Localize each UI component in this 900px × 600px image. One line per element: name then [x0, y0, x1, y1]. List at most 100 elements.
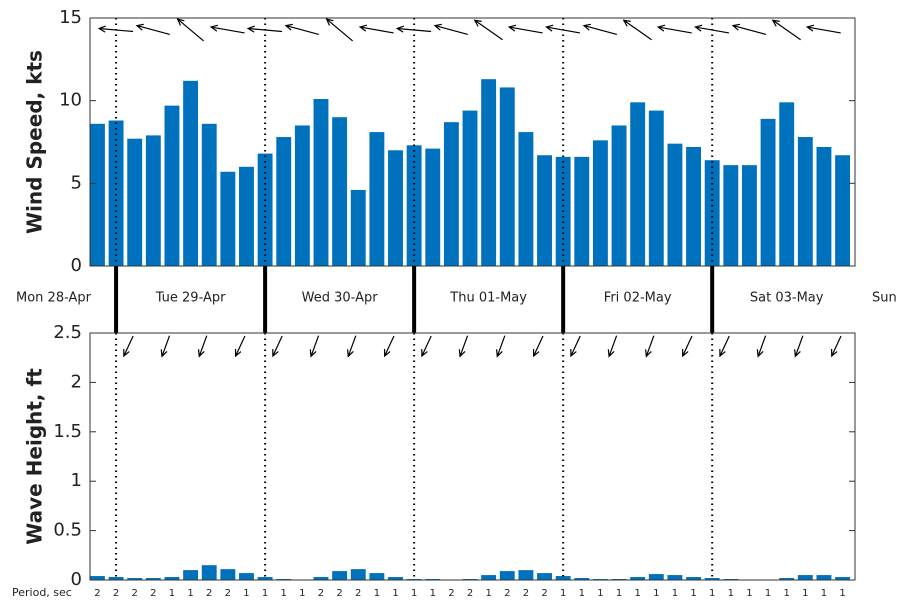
period-value: 1: [616, 588, 622, 599]
bar: [555, 576, 571, 580]
direction-arrow: [160, 335, 171, 358]
period-value: 1: [821, 588, 827, 599]
period-value: 2: [523, 588, 529, 599]
direction-arrow: [545, 24, 581, 34]
direction-arrow: [358, 24, 394, 34]
period-value: 2: [225, 588, 231, 599]
direction-arrow: [771, 19, 801, 41]
period-value: 1: [262, 588, 268, 599]
period-value: 1: [784, 588, 790, 599]
direction-arrow: [209, 24, 245, 34]
direction-arrow: [532, 335, 544, 358]
period-value: 2: [132, 588, 138, 599]
day-label: Mon 28-Apr: [16, 291, 92, 306]
bar: [667, 575, 683, 580]
direction-arrow: [197, 335, 208, 358]
period-value: 2: [355, 588, 361, 599]
bar: [90, 123, 105, 267]
bar: [276, 137, 292, 266]
bar: [481, 79, 497, 266]
period-value: 1: [430, 588, 436, 599]
bar: [313, 99, 329, 266]
y-axis-label: Wind Speed, kts: [23, 50, 47, 234]
bar: [145, 578, 161, 580]
direction-arrow: [346, 335, 357, 358]
period-value: 2: [318, 588, 324, 599]
period-value: 1: [690, 588, 696, 599]
period-value: 1: [187, 588, 193, 599]
bar: [518, 132, 534, 266]
bar: [332, 571, 348, 580]
direction-arrow: [97, 25, 134, 33]
direction-arrow: [656, 24, 692, 34]
bar: [797, 575, 813, 580]
direction-arrow: [831, 335, 842, 358]
bar: [350, 189, 366, 266]
direction-arrow: [622, 19, 652, 41]
period-value: 1: [597, 588, 603, 599]
bar: [350, 569, 366, 580]
day-label: Sun: [872, 291, 897, 306]
y-tick-label: 2: [71, 371, 82, 392]
bar: [443, 122, 459, 266]
bar: [704, 578, 720, 580]
bar: [518, 570, 534, 580]
period-label: Period, sec: [12, 586, 72, 599]
bar: [90, 576, 105, 580]
bar: [704, 160, 720, 266]
period-value: 2: [467, 588, 473, 599]
period-value: 1: [728, 588, 734, 599]
period-value: 1: [672, 588, 678, 599]
period-value: 1: [746, 588, 752, 599]
direction-arrow: [123, 335, 134, 358]
period-value: 2: [206, 588, 212, 599]
period-value: 1: [634, 588, 640, 599]
direction-arrow: [694, 24, 730, 34]
bar: [127, 138, 143, 266]
direction-arrow: [246, 25, 283, 33]
period-value: 1: [765, 588, 771, 599]
bar: [592, 140, 608, 266]
bar: [630, 102, 646, 266]
period-value: 2: [336, 588, 342, 599]
bar: [388, 577, 403, 580]
bar: [686, 146, 702, 266]
day-label: Wed 30-Apr: [302, 291, 379, 306]
period-value: 1: [392, 588, 398, 599]
direction-arrow: [682, 335, 693, 358]
bar: [108, 120, 124, 266]
bar: [499, 571, 515, 580]
direction-arrow: [284, 23, 319, 35]
bar: [388, 150, 403, 266]
bar: [648, 110, 664, 266]
bar: [257, 577, 273, 580]
direction-arrow: [731, 23, 767, 35]
direction-arrow: [645, 335, 655, 358]
direction-arrow: [794, 335, 804, 358]
bar: [611, 125, 627, 266]
bar: [201, 565, 217, 580]
direction-arrow: [421, 335, 432, 358]
direction-arrow: [719, 335, 730, 358]
day-label: Tue 29-Apr: [155, 291, 226, 306]
period-value: 1: [411, 588, 417, 599]
bar: [313, 577, 329, 580]
bar: [201, 123, 217, 267]
period-value: 2: [541, 588, 547, 599]
direction-arrow: [473, 19, 503, 41]
y-tick-label: 1: [71, 470, 82, 491]
y-tick-label: 1.5: [53, 421, 82, 442]
period-value: 1: [579, 588, 585, 599]
direction-arrow: [570, 335, 581, 358]
direction-arrow: [495, 335, 506, 358]
direction-arrow: [805, 24, 841, 34]
period-value: 1: [299, 588, 305, 599]
period-value: 1: [374, 588, 380, 599]
bar: [648, 574, 664, 580]
bar: [686, 577, 702, 580]
bar: [332, 117, 348, 266]
y-tick-label: 15: [59, 7, 82, 28]
bar: [108, 577, 124, 580]
bar: [835, 577, 851, 580]
day-label: Sat 03-May: [750, 291, 824, 306]
